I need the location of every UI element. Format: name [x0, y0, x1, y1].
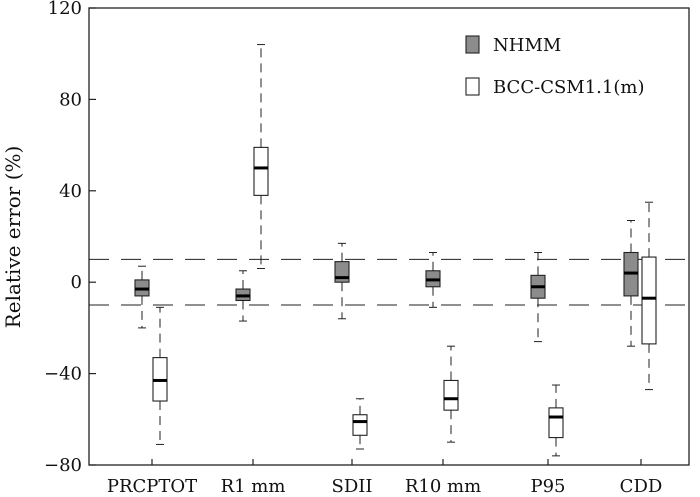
box-series: [134, 44, 657, 457]
box-bcc-cdd: [641, 201, 657, 391]
box-nhmm-sdii: [334, 242, 350, 320]
y-tick-label: −40: [44, 364, 82, 385]
legend-label: BCC-CSM1.1(m): [493, 77, 644, 98]
y-tick-label: 80: [59, 89, 82, 110]
legend-swatch: [465, 77, 480, 96]
x-tick-label: PRCPTOT: [107, 476, 197, 497]
box-iqr: [641, 256, 657, 345]
x-tick-label: R1 mm: [221, 476, 286, 497]
box-nhmm-r1-mm: [235, 270, 251, 322]
box-nhmm-prcptot: [134, 265, 150, 329]
box-nhmm-r10-mm: [425, 251, 441, 308]
x-tick-label: P95: [530, 476, 565, 497]
box-iqr: [352, 414, 368, 436]
legend-label: NHMM: [493, 35, 561, 56]
y-tick-label: 0: [71, 272, 82, 293]
legend-swatch: [465, 35, 480, 54]
box-iqr: [443, 379, 459, 411]
box-bcc-p95: [548, 384, 564, 457]
y-axis-label: Relative error (%): [1, 146, 25, 329]
x-tick-label: SDII: [332, 476, 373, 497]
y-tick-label: 40: [59, 181, 82, 202]
box-nhmm-cdd: [623, 220, 639, 347]
x-axis-labels: PRCPTOT R1 mm SDII R10 mm P95 CDD: [107, 459, 662, 497]
box-iqr: [548, 407, 564, 439]
y-tick-label: 120: [48, 0, 82, 19]
box-nhmm-p95: [530, 251, 546, 343]
box-bcc-sdii: [352, 398, 368, 450]
legend: NHMM BCC-CSM1.1(m): [465, 35, 644, 98]
plot-frame: [88, 7, 690, 466]
y-tick-label: −80: [44, 455, 82, 476]
reference-lines: [89, 258, 689, 306]
x-tick-label: CDD: [620, 476, 663, 497]
box-bcc-r10-mm: [443, 345, 459, 443]
y-axis-ticks: −80 −40 0 40 80 120: [44, 0, 96, 476]
x-tick-label: R10 mm: [405, 476, 481, 497]
box-bcc-r1-mm: [253, 44, 269, 269]
box-bcc-prcptot: [152, 306, 168, 445]
box-iqr: [253, 146, 269, 196]
